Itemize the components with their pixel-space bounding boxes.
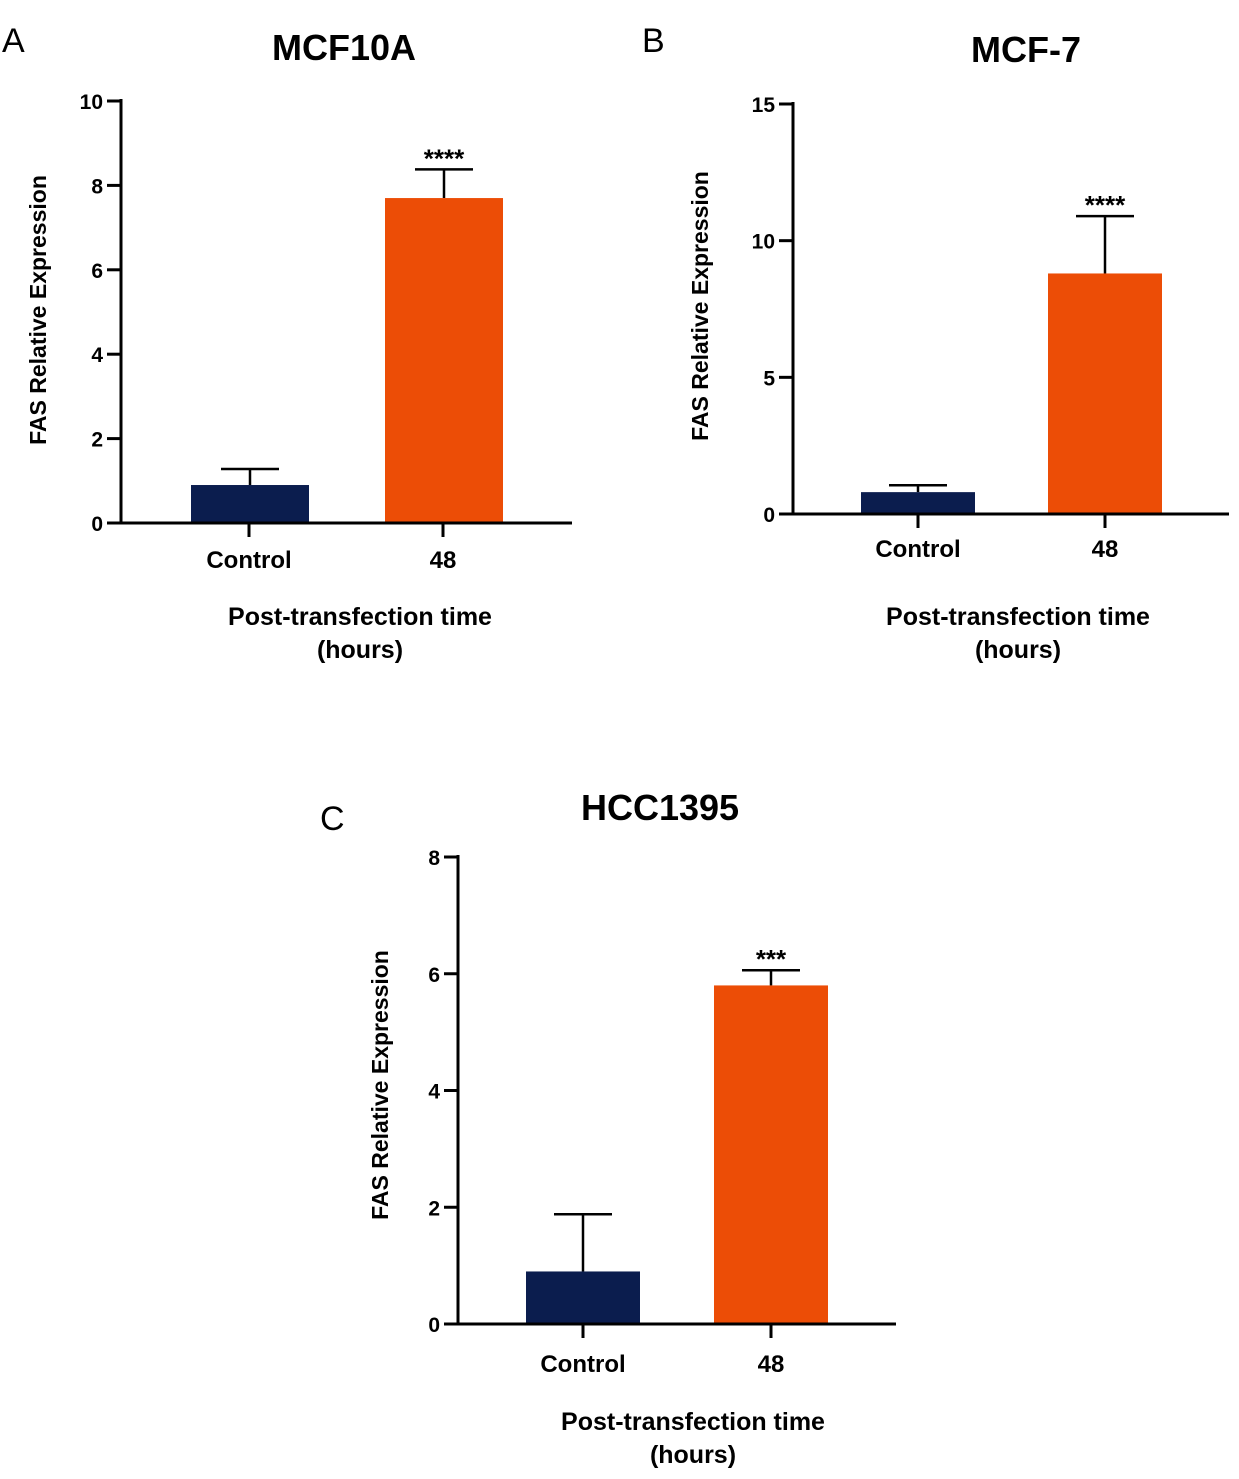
x-tick-label: 48: [758, 1351, 785, 1378]
bar-48: [1048, 273, 1162, 514]
chart-title: MCF10A: [272, 27, 416, 68]
y-tick-label: 6: [91, 260, 103, 283]
y-tick-label: 6: [428, 964, 440, 987]
x-tick-label: Control: [875, 536, 960, 563]
y-axis-label: FAS Relative Expression: [687, 171, 713, 441]
x-axis-label: (hours): [650, 1441, 736, 1469]
y-tick-label: 5: [763, 367, 775, 390]
x-axis-label: Post-transfection time: [228, 603, 492, 631]
y-tick-label: 15: [752, 94, 776, 117]
x-axis-label: Post-transfection time: [561, 1408, 825, 1436]
x-tick-label: Control: [206, 547, 291, 574]
y-axis-label: FAS Relative Expression: [367, 950, 393, 1220]
y-tick-label: 10: [752, 231, 775, 254]
y-tick-label: 0: [91, 513, 103, 536]
x-axis-label: Post-transfection time: [886, 603, 1150, 631]
bar-48: [714, 985, 828, 1324]
y-tick-label: 2: [428, 1197, 440, 1220]
panel-label: C: [320, 800, 345, 838]
y-tick-label: 8: [91, 175, 103, 198]
y-tick-label: 0: [763, 504, 775, 527]
x-tick-label: 48: [1092, 536, 1119, 563]
bar-48: [385, 198, 503, 523]
y-tick-label: 4: [91, 344, 103, 367]
y-tick-label: 0: [428, 1314, 440, 1337]
y-tick-label: 8: [428, 847, 440, 870]
y-tick-label: 10: [80, 91, 103, 114]
x-axis-label: (hours): [975, 636, 1061, 664]
panel-label: B: [642, 22, 665, 60]
panel-label: A: [2, 22, 25, 60]
significance-label: ***: [756, 944, 787, 974]
y-tick-label: 4: [428, 1081, 440, 1104]
y-tick-label: 2: [91, 429, 103, 452]
significance-label: ****: [1085, 190, 1126, 220]
significance-label: ****: [424, 143, 465, 173]
x-tick-label: Control: [540, 1351, 625, 1378]
bar-control: [526, 1271, 640, 1324]
x-axis-label: (hours): [317, 636, 403, 664]
y-axis-label: FAS Relative Expression: [25, 175, 51, 445]
bar-control: [861, 492, 975, 514]
chart-title: MCF-7: [971, 29, 1081, 70]
chart-title: HCC1395: [581, 787, 739, 828]
bar-control: [191, 485, 309, 523]
x-tick-label: 48: [430, 547, 457, 574]
